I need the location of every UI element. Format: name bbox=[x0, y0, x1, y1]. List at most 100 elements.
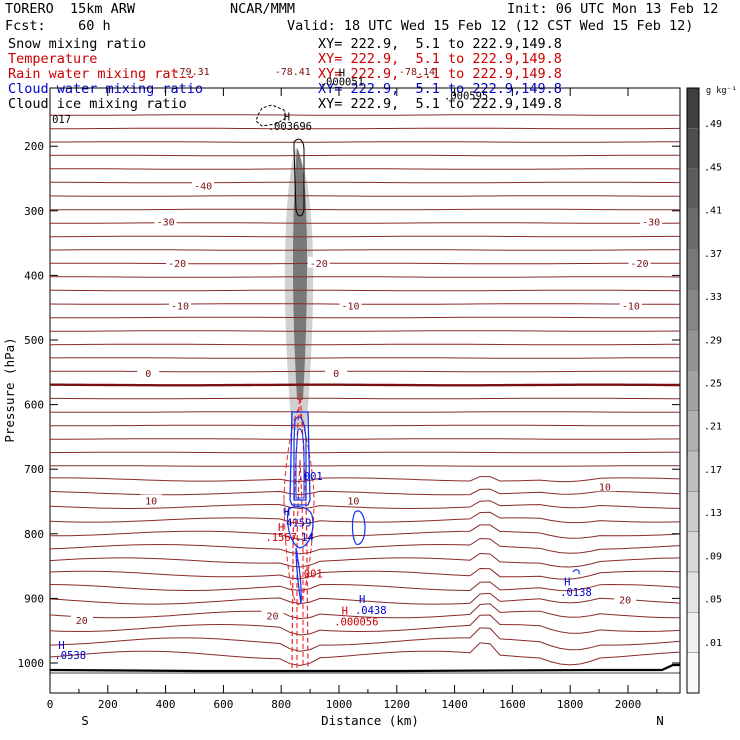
isotherm-line bbox=[50, 397, 680, 400]
y-tick-label: 800 bbox=[24, 528, 44, 541]
colorbar-swatch bbox=[686, 612, 700, 653]
organization-label: NCAR/MMM bbox=[230, 1, 296, 17]
isotherm-line bbox=[50, 114, 680, 116]
cloud-ice-top bbox=[255, 104, 287, 127]
y-tick-label: 600 bbox=[24, 399, 44, 412]
temperature-label-bg bbox=[307, 256, 330, 268]
isotherm-line bbox=[50, 222, 681, 224]
field-annotation: H bbox=[284, 507, 290, 519]
isotherm-line bbox=[49, 627, 681, 652]
temperature-label: -10 bbox=[622, 301, 640, 312]
isotherm-line bbox=[49, 303, 680, 305]
y-tick-label: 300 bbox=[24, 205, 44, 218]
temperature-label-bg bbox=[70, 614, 93, 626]
isotherm-line bbox=[50, 127, 681, 130]
colorbar-level: .41 bbox=[704, 206, 722, 217]
cloud-water-blob bbox=[351, 510, 366, 545]
colorbar-unit: g kg⁻¹ bbox=[706, 86, 737, 96]
colorbar-level: .09 bbox=[704, 551, 722, 562]
isotherm-line bbox=[50, 262, 681, 265]
temperature-label: -78.41 bbox=[275, 67, 311, 78]
temperature-label-bg bbox=[192, 179, 215, 191]
field-annotation: 017 bbox=[52, 114, 71, 126]
x-tick-label: 1000 bbox=[326, 698, 353, 711]
temperature-label: 20 bbox=[266, 611, 278, 622]
isotherm-line bbox=[50, 476, 681, 483]
temperature-label-bg bbox=[180, 64, 203, 76]
south-end-label: S bbox=[81, 713, 89, 728]
colorbar-swatch bbox=[686, 491, 700, 532]
isotherm-line bbox=[50, 276, 681, 278]
temperature-label: 0 bbox=[333, 369, 339, 380]
temperature-label: 10 bbox=[599, 482, 611, 493]
colorbar-swatch bbox=[686, 329, 700, 371]
x-tick-label: 800 bbox=[271, 698, 291, 711]
field-annotation: H bbox=[278, 522, 284, 534]
y-tick-label: 1000 bbox=[18, 657, 45, 670]
colorbar-level: .01 bbox=[704, 638, 722, 649]
legend-label-cloud-ice: Cloud ice mixing ratio bbox=[8, 96, 187, 112]
isotherm-line bbox=[49, 316, 681, 319]
field-annotation: .003696 bbox=[268, 121, 312, 133]
rain-contour-mid bbox=[283, 409, 315, 606]
temperature-label: -79.31 bbox=[174, 67, 210, 78]
isotherm-line bbox=[49, 154, 680, 157]
colorbar-swatch bbox=[686, 571, 700, 613]
x-tick-label: 1800 bbox=[557, 698, 584, 711]
temperature-label: -20 bbox=[631, 259, 649, 270]
temperature-label-bg bbox=[593, 480, 616, 492]
field-annotation: .000056 bbox=[334, 617, 378, 629]
temperature-label-bg bbox=[166, 256, 189, 268]
x-tick-label: 2000 bbox=[615, 698, 642, 711]
isotherm-line bbox=[49, 141, 681, 143]
temperature-label-bg bbox=[628, 256, 651, 268]
cloud-water-inner bbox=[293, 416, 307, 501]
temperature-label-bg bbox=[261, 609, 284, 621]
isotherm-line bbox=[50, 424, 680, 427]
colorbar-swatch bbox=[686, 128, 700, 169]
snow-shading bbox=[284, 148, 314, 430]
cloud-water-small bbox=[572, 569, 580, 575]
colorbar-swatch bbox=[686, 208, 700, 250]
temperature-label-bg bbox=[154, 215, 177, 227]
field-annotation: .000595 bbox=[444, 91, 488, 103]
cloud-water-core bbox=[295, 428, 305, 499]
field-annotation: H bbox=[359, 594, 365, 606]
rain-contour-outer bbox=[291, 392, 309, 669]
field-annotation: H bbox=[339, 67, 345, 79]
isotherm-line bbox=[49, 465, 680, 467]
colorbar-swatch bbox=[686, 249, 700, 290]
field-annotation: .0438 bbox=[355, 605, 387, 617]
cloud-water-lower bbox=[287, 506, 314, 549]
colorbar-swatch bbox=[686, 410, 700, 452]
isotherm-line bbox=[50, 524, 681, 540]
x-tick-label: 1200 bbox=[384, 698, 411, 711]
isotherm-line bbox=[49, 411, 680, 413]
isotherm-line bbox=[49, 537, 681, 555]
field-annotation: .4159 bbox=[280, 518, 312, 530]
colorbar-level: .29 bbox=[704, 335, 722, 346]
x-tick-label: 200 bbox=[98, 698, 118, 711]
isotherm-line bbox=[49, 343, 680, 346]
field-annotation: .1567 bbox=[265, 532, 297, 544]
colorbar-level: .13 bbox=[704, 508, 722, 519]
x-tick-label: 400 bbox=[156, 698, 176, 711]
cloud-ice-contours bbox=[255, 104, 305, 217]
temperature-label: 20 bbox=[619, 595, 631, 606]
isotherm-line bbox=[49, 181, 681, 184]
y-tick-label: 400 bbox=[24, 269, 44, 282]
colorbar-swatch bbox=[686, 652, 700, 694]
temperature-label-bg bbox=[614, 593, 637, 605]
temperature-label: -30 bbox=[157, 217, 175, 228]
isotherm-line bbox=[49, 567, 681, 580]
y-tick-label: 200 bbox=[24, 140, 44, 153]
x-axis-label: Distance (km) bbox=[321, 713, 419, 728]
valid-time: Valid: 18 UTC Wed 15 Feb 12 (12 CST Wed … bbox=[287, 18, 694, 34]
legend-label-cloud-water: Cloud water mixing ratio bbox=[8, 81, 204, 97]
temperature-label-bg bbox=[619, 299, 642, 311]
field-annotation: .001 bbox=[297, 569, 322, 581]
legend-label-snow: Snow mixing ratio bbox=[8, 36, 147, 52]
x-tick-label: 600 bbox=[213, 698, 233, 711]
temperature-label: 0 bbox=[145, 369, 151, 380]
